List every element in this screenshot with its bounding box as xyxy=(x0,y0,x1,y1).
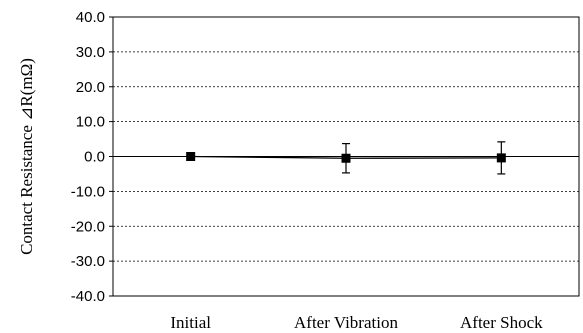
x-category-label: After Shock xyxy=(460,313,543,332)
y-tick-label: 20.0 xyxy=(76,79,105,96)
y-tick-label: 40.0 xyxy=(76,9,105,26)
y-tick-labels: 40.0 30.0 20.0 10.0 0.0 -10.0 -20.0 -30.0 -40.0 xyxy=(71,9,105,305)
x-category-labels: Initial After Vibration After Shock xyxy=(170,313,543,332)
y-tick-label: -10.0 xyxy=(71,183,105,200)
y-tick-label: 30.0 xyxy=(76,44,105,61)
y-axis-title: Contact Resistance ⊿R(mΩ) xyxy=(17,58,36,255)
series-line xyxy=(186,141,506,175)
y-tick-label: -40.0 xyxy=(71,288,105,305)
axes xyxy=(109,16,580,297)
data-point-marker xyxy=(186,152,196,161)
x-category-label: Initial xyxy=(170,313,211,332)
data-point-marker xyxy=(496,153,506,163)
y-tick-label: -30.0 xyxy=(71,253,105,270)
y-tick-label: 0.0 xyxy=(84,149,105,166)
y-tick-label: 10.0 xyxy=(76,114,105,131)
x-category-label: After Vibration xyxy=(294,313,398,332)
data-point-marker xyxy=(341,153,351,163)
y-tick-label: -20.0 xyxy=(71,218,105,235)
